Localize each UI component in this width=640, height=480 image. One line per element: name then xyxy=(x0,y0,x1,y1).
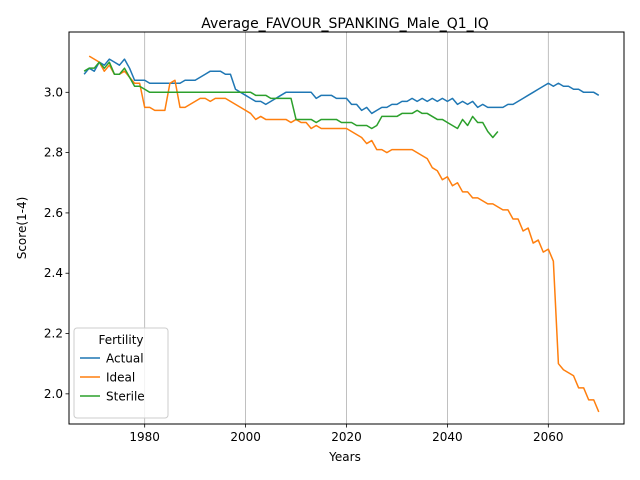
x-tick-label: 2040 xyxy=(432,430,463,444)
x-tick-label: 2020 xyxy=(331,430,362,444)
x-tick-label: 1980 xyxy=(129,430,160,444)
y-tick-label: 2.0 xyxy=(44,387,63,401)
legend-label-ideal: Ideal xyxy=(106,371,135,385)
series-line-sterile xyxy=(83,61,499,139)
x-axis-ticks: 1980 2000 2020 2040 2060 xyxy=(129,424,564,444)
legend: Fertility Actual Ideal Sterile xyxy=(73,327,169,419)
y-tick-label: 2.2 xyxy=(44,327,63,341)
legend-label-sterile: Sterile xyxy=(106,390,145,404)
x-tick-label: 2060 xyxy=(533,430,564,444)
legend-label-actual: Actual xyxy=(106,352,144,366)
series-line-ideal xyxy=(88,55,600,413)
y-tick-label: 2.4 xyxy=(44,266,63,280)
x-axis-label: Years xyxy=(328,450,361,464)
chart-title: Average_FAVOUR_SPANKING_Male_Q1_IQ xyxy=(201,16,489,32)
x-tick-label: 2000 xyxy=(230,430,261,444)
series-lines xyxy=(83,55,600,413)
y-tick-label: 3.0 xyxy=(44,85,63,99)
legend-title: Fertility xyxy=(98,333,143,347)
y-axis-ticks: 2.0 2.2 2.4 2.6 2.8 3.0 xyxy=(44,85,69,401)
legend-items: Actual Ideal Sterile xyxy=(80,352,145,404)
y-axis-label: Score(1-4) xyxy=(15,197,29,260)
grid xyxy=(144,32,549,424)
y-tick-label: 2.8 xyxy=(44,146,63,160)
y-tick-label: 2.6 xyxy=(44,206,63,220)
